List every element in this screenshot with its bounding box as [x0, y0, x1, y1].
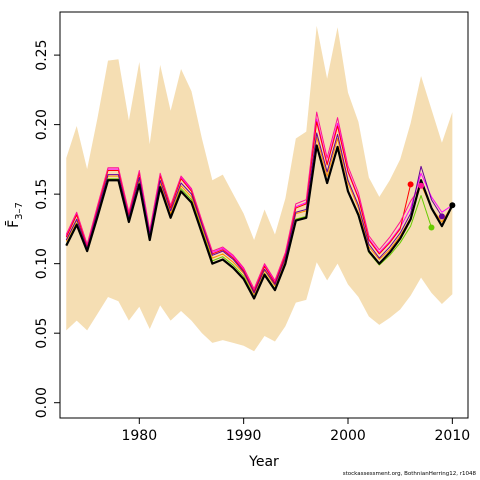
svg-text:F̄3–7: F̄3–7 [4, 202, 25, 228]
x-axis-title: Year [248, 454, 279, 470]
x-tick-label: 1980 [121, 428, 157, 444]
y-tick-label: 0.20 [34, 109, 50, 140]
y-tick-label: 0.10 [34, 248, 50, 279]
y-axis-title-subscript: 3–7 [14, 202, 25, 220]
series-line-4 [65, 111, 422, 290]
series-end-point-4 [418, 182, 425, 189]
series-line-3 [65, 121, 412, 292]
credit-text: stockassessment.org, BothnianHerring12, … [342, 471, 476, 477]
series-line-7 [65, 144, 454, 300]
y-tick-label: 0.25 [34, 40, 50, 71]
y-axis: 0.00 0.05 0.10 0.15 0.20 0.25 [34, 40, 60, 418]
confidence-band-layer [66, 25, 453, 352]
series-end-point-7 [449, 202, 456, 209]
x-tick-label: 2000 [330, 428, 366, 444]
y-tick-label: 0.15 [34, 179, 50, 210]
series-end-point-3 [407, 181, 414, 188]
y-axis-title: F̄3–7 [4, 202, 25, 228]
confidence-band [66, 25, 453, 352]
y-axis-title-main: F̄ [4, 220, 22, 228]
x-axis: 1980 1990 2000 2010 [121, 418, 470, 444]
x-tick-label: 2010 [435, 428, 471, 444]
y-tick-label: 0.05 [34, 318, 50, 349]
endpoint-marker-layer [407, 181, 456, 231]
series-end-point-5 [428, 224, 435, 231]
series-layer [65, 111, 454, 300]
series-end-point-6 [438, 213, 445, 220]
plot-frame [59, 11, 469, 419]
x-tick-label: 1990 [226, 428, 262, 444]
y-tick-label: 0.00 [34, 387, 50, 418]
